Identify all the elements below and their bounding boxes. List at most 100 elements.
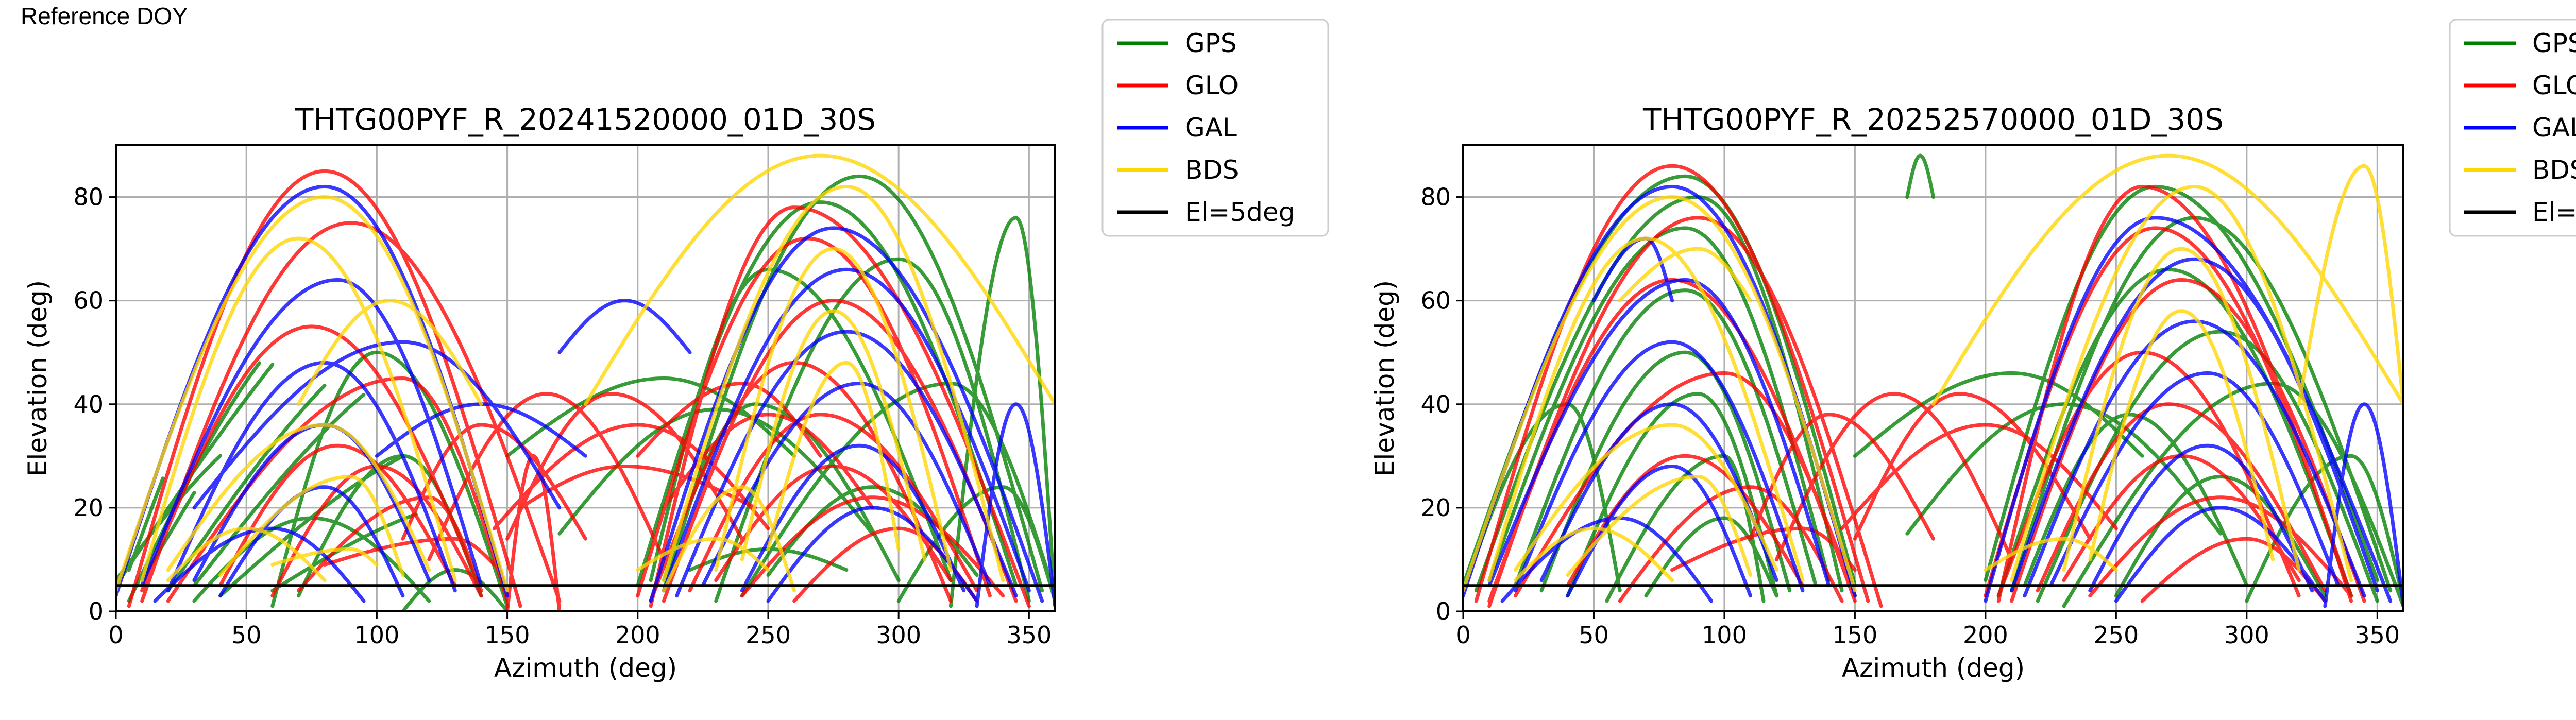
x-tick-label: 250 — [745, 621, 791, 649]
y-tick-label: 20 — [73, 494, 104, 522]
plot-area — [1463, 153, 2403, 608]
x-tick-label: 200 — [1963, 621, 2008, 649]
track-glo — [740, 495, 1005, 598]
track-gps — [1853, 371, 2144, 458]
x-tick-label: 100 — [354, 621, 399, 649]
y-tick-label: 80 — [73, 183, 104, 211]
track-gal — [1984, 216, 2393, 603]
plot-frame — [1462, 144, 2404, 612]
track-bds — [1487, 236, 1805, 582]
x-tick-label: 350 — [2354, 621, 2400, 649]
legend-label-gal: GAL — [1185, 113, 1237, 143]
track-gps — [401, 568, 510, 611]
track-gal — [2049, 371, 2340, 588]
track-bds — [2010, 185, 2353, 582]
track-gps — [1905, 153, 1935, 199]
x-tick-label: 250 — [2093, 621, 2139, 649]
series-gal — [116, 184, 1055, 608]
track-gal — [2023, 319, 2366, 598]
track-glo — [636, 382, 822, 458]
track-glo — [127, 169, 522, 608]
track-bds — [1984, 537, 2118, 572]
x-axis-label: Azimuth (deg) — [494, 653, 677, 683]
track-bds — [1618, 247, 1753, 303]
legend-label-gps: GPS — [2532, 28, 2576, 58]
track-gps — [662, 174, 1044, 593]
track-glo — [1487, 216, 1883, 608]
track-bds — [166, 526, 327, 582]
track-gps — [1605, 454, 1766, 603]
y-tick-label: 60 — [1420, 287, 1451, 315]
y-tick-label: 0 — [1436, 597, 1451, 625]
track-bds — [740, 309, 927, 561]
legend-label-gps: GPS — [1185, 28, 1237, 58]
track-glo — [2140, 537, 2327, 603]
track-gal — [740, 443, 966, 593]
track-glo — [1474, 164, 1870, 603]
track-glo — [518, 464, 757, 510]
track-bds — [2088, 309, 2275, 561]
legend: GPS GLO GAL BDS El=5deg — [2449, 19, 2576, 237]
y-tick-label: 40 — [73, 390, 104, 418]
track-glo — [1513, 371, 1857, 598]
x-tick-label: 350 — [1006, 621, 1052, 649]
track-gal — [2114, 506, 2327, 603]
legend-label-el=5deg: El=5deg — [1185, 197, 1295, 227]
track-glo — [1840, 423, 2118, 530]
track-gps — [116, 454, 223, 582]
track-glo — [636, 236, 992, 598]
track-bds — [714, 247, 953, 572]
x-tick-label: 50 — [1579, 621, 1609, 649]
track-glo — [688, 413, 979, 593]
y-tick-label: 60 — [73, 287, 104, 315]
series-bds — [1463, 153, 2403, 593]
track-gal — [2010, 257, 2379, 593]
track-gps — [1984, 184, 2379, 582]
track-gal — [766, 506, 979, 603]
track-bds — [1566, 475, 1753, 577]
track-gal — [1487, 278, 1831, 588]
track-bds — [636, 537, 770, 572]
track-bds — [297, 299, 483, 406]
track-gps — [2023, 413, 2249, 588]
reference-doy-label: Reference DOY — [21, 3, 188, 29]
track-bds — [218, 475, 405, 577]
series-bds — [116, 153, 1055, 593]
y-tick-label: 80 — [1420, 183, 1451, 211]
x-tick-label: 50 — [231, 621, 262, 649]
track-glo — [427, 392, 666, 561]
track-gal — [2323, 402, 2403, 608]
x-axis-label: Azimuth (deg) — [1842, 653, 2025, 683]
track-bds — [662, 185, 1005, 582]
x-tick-label: 0 — [1455, 621, 1470, 649]
track-glo — [1749, 413, 1935, 541]
track-bds — [2297, 164, 2403, 406]
track-gal — [2088, 443, 2314, 593]
track-glo — [140, 324, 483, 593]
track-glo — [649, 361, 953, 603]
track-glo — [401, 423, 587, 541]
y-axis-label: Elevation (deg) — [1370, 280, 1400, 476]
legend-label-glo: GLO — [2532, 71, 2576, 100]
plot-frame — [115, 144, 1056, 612]
chart-1: 0 50 100 150 200 250 300 350 0 20 40 60 80 THTG00PYF_… — [23, 19, 1329, 683]
track-glo — [1670, 526, 1857, 572]
legend-label-el=5deg: El=5deg — [2532, 197, 2576, 227]
x-tick-label: 200 — [615, 621, 660, 649]
track-glo — [1618, 485, 1844, 603]
track-gal — [1500, 516, 1714, 603]
track-glo — [2036, 402, 2327, 593]
y-tick-label: 0 — [89, 597, 104, 625]
track-glo — [297, 495, 483, 593]
track-glo — [323, 537, 496, 567]
chart-2: 0 50 100 150 200 250 300 350 0 20 40 60 80 THTG00PYF_… — [1370, 19, 2576, 683]
track-glo — [166, 376, 510, 603]
track-glo — [218, 443, 457, 588]
legend-label-glo: GLO — [1185, 71, 1239, 100]
y-axis-label: Elevation (deg) — [23, 280, 53, 476]
legend-label-gal: GAL — [2532, 113, 2576, 143]
track-gps — [2010, 216, 2393, 593]
track-glo — [140, 221, 562, 603]
x-tick-label: 150 — [1833, 621, 1878, 649]
